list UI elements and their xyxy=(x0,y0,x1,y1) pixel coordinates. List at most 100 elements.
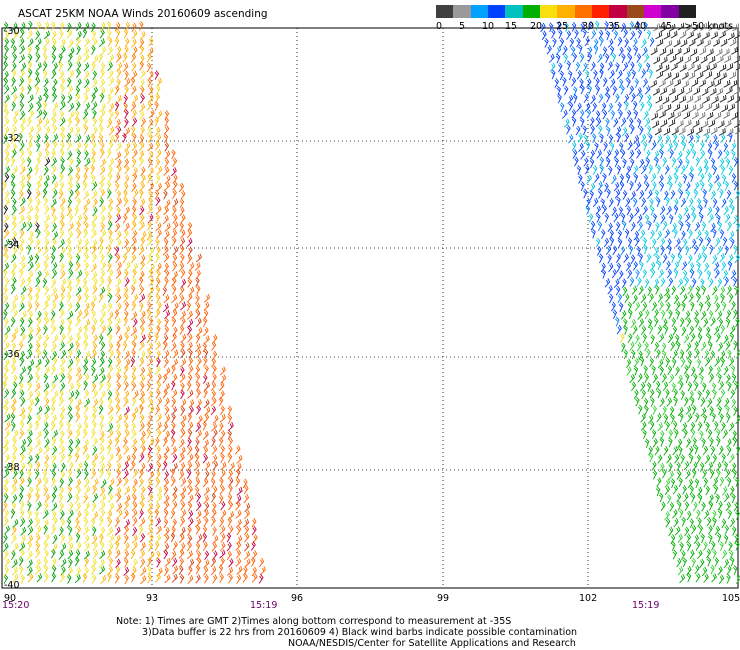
wind-barb xyxy=(123,286,129,296)
wind-barb xyxy=(164,533,170,544)
wind-barb xyxy=(26,422,33,432)
wind-barb xyxy=(90,263,97,273)
wind-barb xyxy=(43,325,48,335)
wind-barb xyxy=(139,318,146,328)
wind-barb xyxy=(716,310,723,320)
wind-barb xyxy=(99,197,104,208)
wind-barb xyxy=(575,61,581,72)
wind-barb xyxy=(90,133,96,144)
wind-barb xyxy=(123,445,130,455)
wind-barb xyxy=(648,324,654,335)
wind-barb xyxy=(622,278,627,288)
wind-barb xyxy=(625,173,631,183)
wind-barb xyxy=(220,461,227,471)
wind-barb xyxy=(27,76,32,87)
wind-barb xyxy=(734,127,740,135)
wind-barb xyxy=(717,221,723,231)
wind-barb xyxy=(68,253,73,264)
wind-barb xyxy=(733,309,738,319)
wind-barb xyxy=(728,198,734,208)
wind-barb xyxy=(138,509,144,519)
wind-barb xyxy=(131,149,138,159)
wind-barb xyxy=(178,549,185,559)
wind-barb xyxy=(668,470,675,480)
wind-barb xyxy=(563,85,569,96)
wind-barb xyxy=(227,430,232,440)
wind-barb xyxy=(647,318,653,329)
wind-barb xyxy=(623,253,629,263)
wind-barb xyxy=(20,333,26,343)
wind-barb xyxy=(629,158,635,168)
wind-barb xyxy=(68,396,74,407)
wind-barb xyxy=(638,350,643,361)
wind-barb xyxy=(734,253,740,264)
wind-barb xyxy=(74,494,80,505)
wind-barb xyxy=(51,30,57,40)
wind-barb xyxy=(147,167,154,177)
wind-barb xyxy=(4,462,11,472)
wind-barb xyxy=(99,92,105,103)
wind-barb xyxy=(236,565,243,575)
wind-barb xyxy=(682,557,687,568)
wind-barb xyxy=(132,94,139,104)
wind-barb xyxy=(651,429,657,439)
wind-barb xyxy=(677,438,683,449)
wind-barb xyxy=(82,173,88,183)
wind-barb xyxy=(580,150,586,160)
wind-barb xyxy=(26,117,32,128)
wind-barb xyxy=(140,445,146,455)
wind-barb xyxy=(140,254,146,264)
wind-barb xyxy=(582,62,588,72)
wind-barb xyxy=(644,85,651,95)
wind-barb xyxy=(76,525,82,536)
wind-barb xyxy=(59,117,66,127)
wind-barb xyxy=(220,453,225,463)
wind-barb xyxy=(3,117,10,127)
wind-barb xyxy=(695,133,701,144)
wind-barb xyxy=(172,453,178,463)
wind-barb xyxy=(618,270,624,280)
wind-barb xyxy=(171,285,177,295)
wind-barb xyxy=(628,309,633,319)
wind-barb xyxy=(115,238,122,248)
wind-barb xyxy=(700,55,708,64)
colorbar-swatch xyxy=(574,5,592,18)
wind-barb xyxy=(83,566,89,577)
wind-barb xyxy=(114,222,121,233)
wind-barb xyxy=(172,501,178,511)
wind-barb xyxy=(694,341,699,351)
wind-barb xyxy=(726,477,732,487)
wind-barb xyxy=(116,68,122,79)
wind-barb xyxy=(92,86,98,96)
wind-barb xyxy=(130,285,136,296)
wind-barb xyxy=(715,237,721,247)
wind-barb xyxy=(583,93,589,103)
wind-barb xyxy=(633,230,640,241)
wind-barb xyxy=(51,510,57,521)
wind-barb xyxy=(43,316,50,327)
wind-barb xyxy=(68,382,75,392)
wind-barb xyxy=(638,285,644,296)
wind-barb xyxy=(210,381,217,391)
wind-barb xyxy=(251,541,256,551)
wind-barb xyxy=(155,222,162,232)
wind-barb xyxy=(42,301,49,311)
wind-barb xyxy=(627,269,633,279)
wind-barb xyxy=(726,285,732,295)
wind-barb xyxy=(228,477,234,487)
wind-barb xyxy=(36,501,42,511)
wind-barb xyxy=(697,390,702,400)
wind-barb xyxy=(139,134,145,145)
wind-barb xyxy=(171,277,177,287)
wind-barb xyxy=(108,534,115,544)
wind-barb xyxy=(724,213,731,223)
wind-barb xyxy=(677,533,683,543)
wind-barb xyxy=(19,429,25,440)
wind-barb xyxy=(212,460,219,471)
wind-barb xyxy=(654,127,662,136)
wind-barb xyxy=(4,94,10,104)
wind-barb xyxy=(561,109,568,119)
wind-barb xyxy=(67,302,73,312)
wind-barb xyxy=(91,61,96,72)
wind-barb xyxy=(721,104,729,113)
